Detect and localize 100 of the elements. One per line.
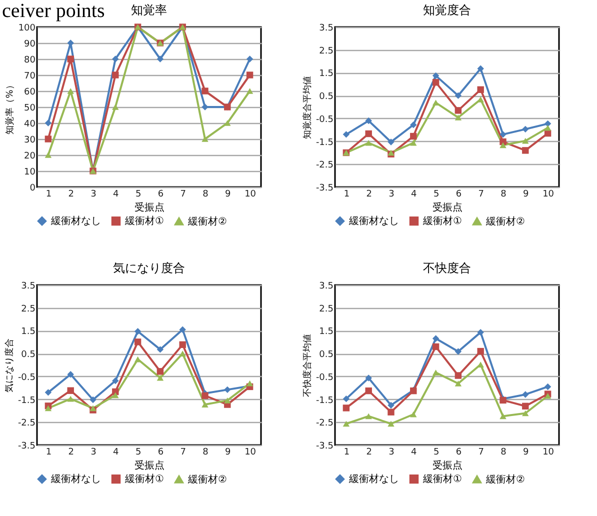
point [432, 343, 440, 350]
point [112, 388, 119, 396]
point [67, 396, 74, 402]
point [522, 410, 529, 416]
y-tick-label: -0.5 [316, 114, 334, 125]
point [522, 126, 529, 133]
point [388, 408, 394, 416]
x-tick-label: 6 [158, 448, 164, 458]
y-tick-label: 2.5 [319, 304, 334, 314]
y-tick-label: 20 [24, 152, 36, 162]
y-axis-title: 知覚度合平均値 [302, 76, 313, 139]
x-tick-label: 6 [456, 190, 462, 200]
point [342, 404, 350, 412]
legend-label: 緩衝材① [422, 215, 462, 228]
legend-label: 緩衝材① [124, 215, 164, 228]
y-tick-label: 50 [24, 104, 36, 114]
x-tick-label: 7 [478, 448, 484, 458]
x-tick-label: 7 [478, 190, 484, 200]
point [67, 371, 74, 378]
point [224, 120, 231, 126]
point [432, 100, 440, 106]
y-tick-label: 0.5 [319, 350, 334, 360]
y-tick-label: -1.5 [18, 396, 36, 406]
x-tick-label: 5 [433, 448, 440, 458]
legend-label: 緩衝材なし [348, 473, 399, 486]
point [179, 326, 186, 333]
point [454, 372, 462, 379]
x-tick-label: 3 [90, 448, 96, 458]
point [365, 413, 372, 420]
y-tick-label: -2.5 [316, 160, 334, 171]
point [134, 338, 142, 346]
point [454, 114, 462, 120]
y-tick-label: 1.5 [319, 69, 334, 80]
point [67, 88, 74, 94]
point [454, 348, 462, 355]
x-tick-label: 4 [113, 190, 120, 200]
point [410, 140, 417, 146]
x-axis-title: 受振点 [432, 202, 462, 214]
y-axis-title: 知覚率（%） [4, 80, 16, 134]
y-tick-label: -1.5 [316, 396, 334, 406]
x-tick-label: 1 [46, 448, 52, 458]
point [388, 420, 394, 427]
x-tick-label: 8 [202, 448, 209, 458]
x-tick-label: 3 [388, 190, 394, 200]
point [544, 124, 552, 131]
y-tick-label: 30 [24, 136, 36, 146]
y-tick-label: 3.5 [319, 24, 334, 34]
point [134, 328, 142, 335]
point [44, 152, 52, 158]
point [365, 130, 372, 138]
point [500, 138, 506, 146]
x-tick-label: 2 [68, 448, 74, 458]
point [477, 65, 484, 72]
point [522, 391, 529, 398]
point [432, 335, 440, 342]
x-tick-label: 9 [523, 448, 530, 458]
x-tick-label: 4 [113, 448, 120, 458]
point [112, 104, 119, 110]
y-tick-label: 2.5 [319, 46, 334, 56]
point [179, 341, 186, 348]
y-tick-label: -0.5 [18, 372, 36, 383]
x-axis-title: 受振点 [432, 460, 462, 472]
point [246, 88, 254, 94]
x-tick-label: 3 [388, 448, 394, 458]
y-axis-title: 不快度合平均値 [302, 334, 313, 397]
point [202, 136, 208, 142]
chart-title: 気になり度合 [113, 261, 185, 275]
y-tick-label: 3.5 [319, 282, 334, 292]
x-tick-label: 8 [202, 190, 209, 200]
point [388, 402, 394, 409]
x-tick-label: 4 [411, 190, 418, 200]
x-tick-label: 10 [542, 448, 554, 458]
point [522, 138, 529, 144]
point [246, 380, 254, 386]
point [342, 395, 350, 402]
y-tick-label: 1.5 [21, 327, 36, 338]
point [500, 413, 506, 420]
x-tick-label: 6 [456, 448, 462, 458]
x-tick-label: 5 [135, 448, 142, 458]
point [454, 92, 462, 99]
point [112, 377, 119, 384]
chart-title: 不快度合 [423, 261, 471, 275]
y-tick-label: 70 [24, 72, 36, 82]
point [432, 78, 440, 86]
x-axis-title: 受振点 [134, 202, 164, 214]
point [67, 387, 74, 394]
y-tick-label: -2.5 [316, 418, 334, 429]
point [365, 117, 372, 124]
y-tick-label: 2.5 [21, 304, 36, 314]
point [522, 147, 529, 154]
x-tick-label: 8 [500, 190, 507, 200]
point [522, 402, 529, 410]
point [90, 396, 96, 404]
point [112, 56, 119, 62]
point [410, 121, 417, 128]
x-tick-label: 9 [225, 448, 232, 458]
point [44, 389, 52, 396]
legend-label: 緩衝材② [187, 215, 227, 228]
point [342, 420, 350, 427]
point [544, 383, 552, 390]
